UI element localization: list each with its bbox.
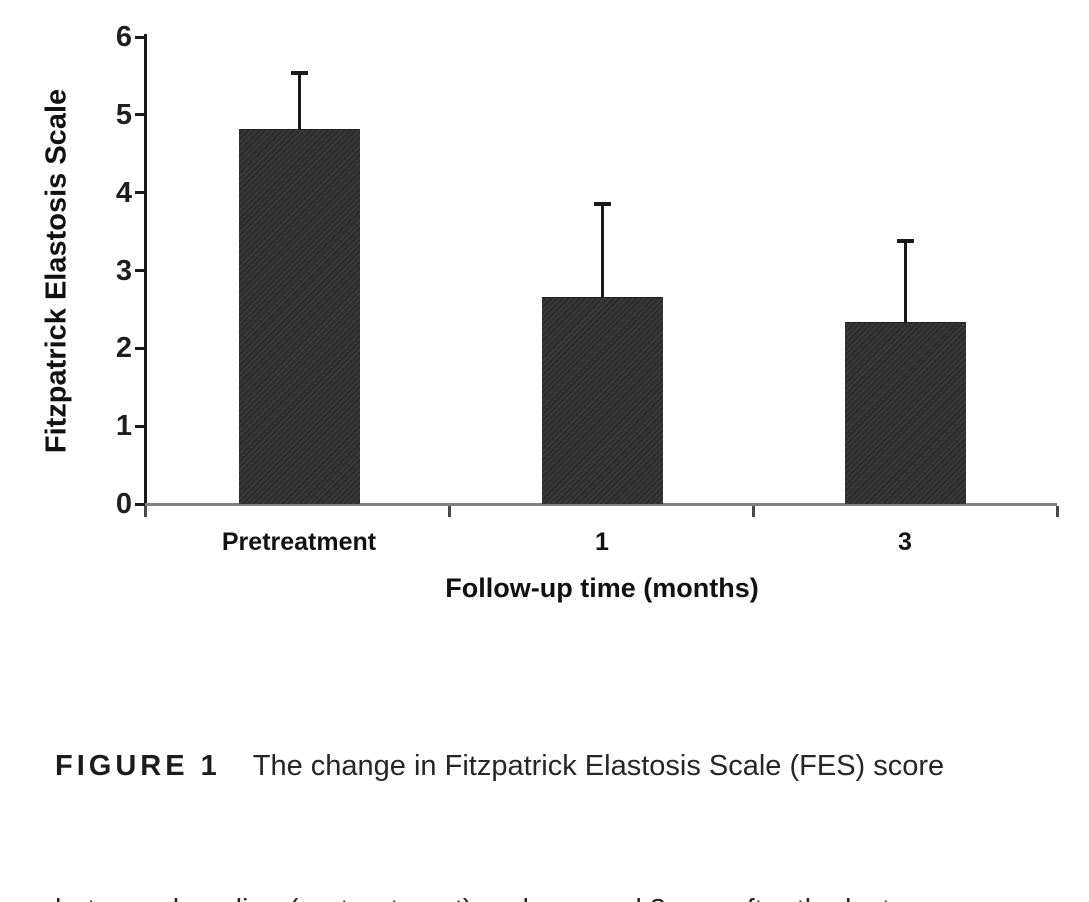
bar-1 bbox=[541, 296, 663, 504]
x-tick-label-1: 1 bbox=[595, 528, 609, 556]
caption-text-1: The change in Fitzpatrick Elastosis Scal… bbox=[252, 750, 945, 782]
y-tick-label: 6 bbox=[115, 21, 132, 54]
y-axis-tick bbox=[135, 113, 144, 117]
caption-line-1: FIGURE 1 The change in Fitzpatrick Elasto… bbox=[55, 742, 1060, 790]
y-tick-label: 4 bbox=[115, 176, 132, 209]
y-axis-line bbox=[143, 34, 147, 506]
y-tick-label: 0 bbox=[115, 488, 132, 520]
x-axis-line bbox=[145, 502, 1057, 506]
y-tick-label: 1 bbox=[115, 410, 132, 443]
y-tick-label: 2 bbox=[115, 332, 132, 365]
error-bar-cap bbox=[593, 202, 611, 207]
bar-pretreatment bbox=[238, 128, 360, 504]
error-bar-line bbox=[297, 72, 301, 129]
y-axis-tick bbox=[135, 269, 144, 272]
x-axis-tick bbox=[143, 505, 147, 517]
error-bar-cap bbox=[290, 71, 308, 76]
x-axis-tick bbox=[1055, 505, 1059, 517]
x-axis-tick bbox=[447, 505, 451, 517]
figure-number-label: FIGURE 1 bbox=[55, 750, 221, 782]
y-axis-tick bbox=[135, 346, 144, 350]
x-axis-tick bbox=[751, 505, 755, 517]
bar-chart: Fitzpatrick Elastosis Scale Follow-up ti… bbox=[40, 21, 1059, 603]
error-bar-line bbox=[600, 203, 604, 297]
y-tick-label: 5 bbox=[115, 98, 132, 131]
y-axis-label: Fitzpatrick Elastosis Scale bbox=[40, 88, 73, 454]
x-tick-label-3: 3 bbox=[898, 528, 912, 556]
figure-caption: FIGURE 1 The change in Fitzpatrick Elasto… bbox=[55, 646, 1060, 902]
y-tick-label: 3 bbox=[115, 254, 132, 287]
error-bar-line bbox=[903, 240, 907, 322]
y-axis-tick bbox=[135, 191, 144, 195]
bar-3 bbox=[844, 321, 966, 504]
x-axis-title: Follow-up time (months) bbox=[445, 573, 759, 603]
y-axis-tick bbox=[135, 424, 144, 428]
x-tick-label-pretreatment: Pretreatment bbox=[221, 528, 377, 556]
y-axis-tick bbox=[135, 35, 144, 39]
y-axis-tick bbox=[135, 502, 144, 506]
caption-line-2: between baseline (pretreatment) and one … bbox=[55, 886, 1060, 902]
error-bar-cap bbox=[896, 239, 914, 244]
